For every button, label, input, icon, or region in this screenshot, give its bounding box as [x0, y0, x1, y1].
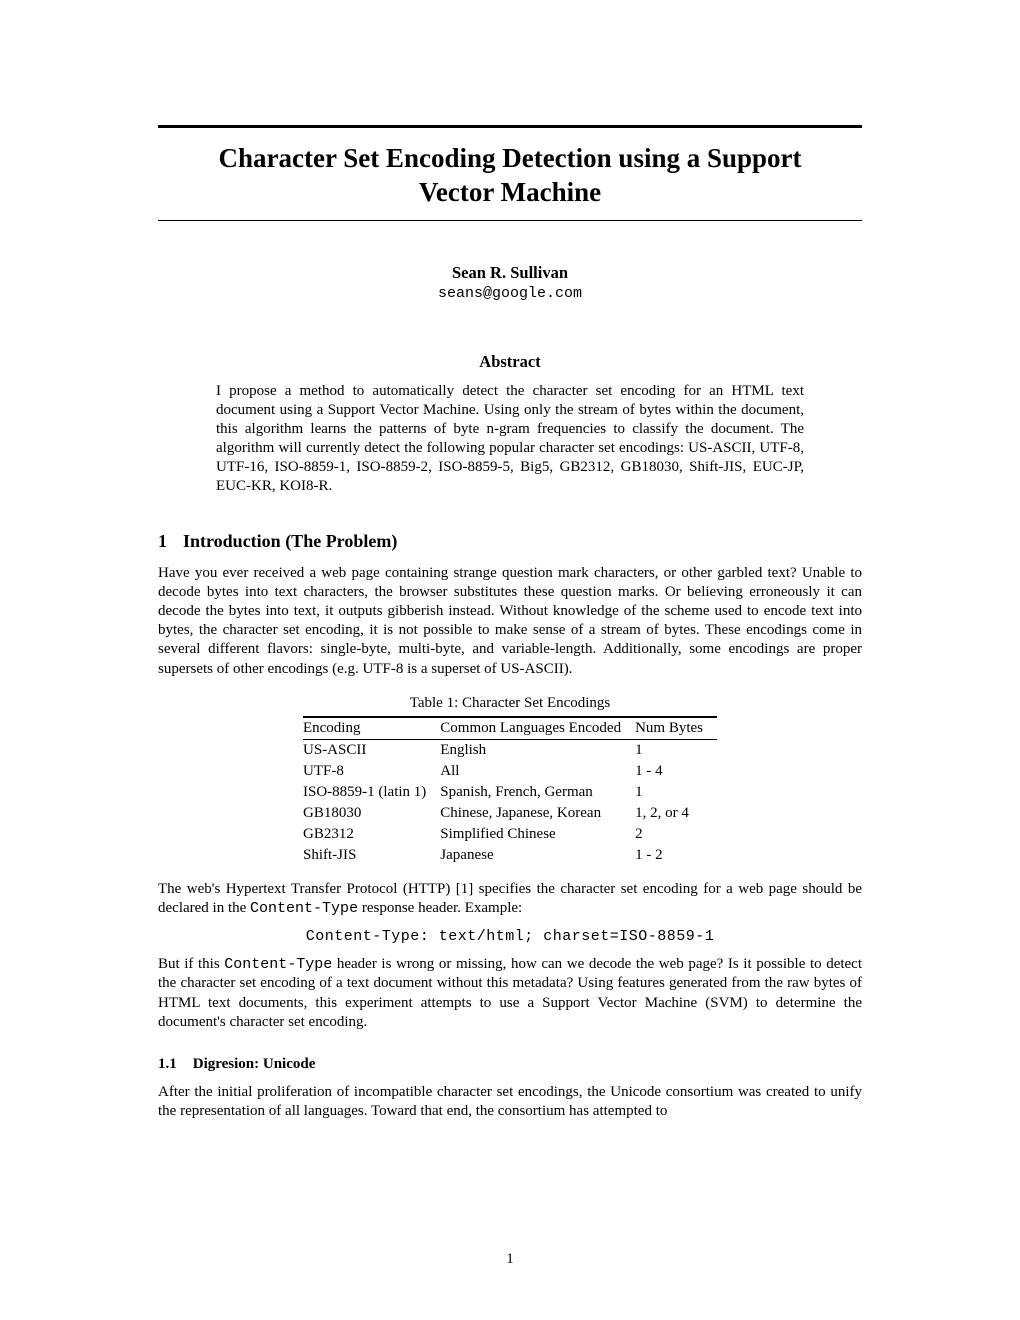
table-cell: Simplified Chinese [440, 824, 635, 845]
table-cell: 1 - 4 [635, 761, 717, 782]
table-cell: GB2312 [303, 824, 440, 845]
abstract-body: I propose a method to automatically dete… [216, 382, 804, 497]
table-cell: 1, 2, or 4 [635, 803, 717, 824]
table-1-header-2: Num Bytes [635, 717, 717, 740]
text-fragment: response header. Example: [358, 900, 522, 916]
table-row: UTF-8 All 1 - 4 [303, 761, 717, 782]
table-cell: US-ASCII [303, 739, 440, 761]
paper-title: Character Set Encoding Detection using a… [158, 142, 862, 210]
table-cell: Spanish, French, German [440, 782, 635, 803]
code-example: Content-Type: text/html; charset=ISO-885… [158, 928, 862, 945]
table-1: Encoding Common Languages Encoded Num By… [303, 716, 717, 866]
page-number: 1 [0, 1251, 1020, 1268]
section-1-number: 1 [158, 531, 167, 552]
table-row: GB18030 Chinese, Japanese, Korean 1, 2, … [303, 803, 717, 824]
table-1-header-0: Encoding [303, 717, 440, 740]
code-content-type: Content-Type [224, 956, 332, 973]
subsection-1-1-para-1: After the initial proliferation of incom… [158, 1083, 862, 1121]
table-cell: Chinese, Japanese, Korean [440, 803, 635, 824]
code-content-type: Content-Type [250, 900, 358, 917]
table-1-caption: Table 1: Character Set Encodings [158, 695, 862, 712]
author-name: Sean R. Sullivan [158, 263, 862, 283]
table-1-header-1: Common Languages Encoded [440, 717, 635, 740]
section-1-para-1: Have you ever received a web page contai… [158, 564, 862, 679]
author-email: seans@google.com [158, 285, 862, 302]
subsection-1-1-title: Digresion: Unicode [193, 1056, 316, 1072]
table-row: Shift-JIS Japanese 1 - 2 [303, 845, 717, 866]
section-1-heading: 1 Introduction (The Problem) [158, 531, 862, 552]
table-cell: 2 [635, 824, 717, 845]
table-cell: UTF-8 [303, 761, 440, 782]
text-fragment: But if this [158, 956, 224, 972]
table-cell: English [440, 739, 635, 761]
table-cell: 1 [635, 782, 717, 803]
table-cell: 1 [635, 739, 717, 761]
page: Character Set Encoding Detection using a… [0, 0, 1020, 1320]
section-1-title: Introduction (The Problem) [183, 531, 397, 551]
title-line-2: Vector Machine [419, 177, 601, 207]
title-rule-top [158, 125, 862, 128]
table-row: ISO-8859-1 (latin 1) Spanish, French, Ge… [303, 782, 717, 803]
table-row: GB2312 Simplified Chinese 2 [303, 824, 717, 845]
table-cell: Shift-JIS [303, 845, 440, 866]
subsection-1-1-heading: 1.1 Digresion: Unicode [158, 1056, 862, 1073]
table-cell: 1 - 2 [635, 845, 717, 866]
table-cell: Japanese [440, 845, 635, 866]
table-cell: All [440, 761, 635, 782]
abstract-heading: Abstract [158, 352, 862, 372]
subsection-1-1-number: 1.1 [158, 1056, 177, 1073]
title-line-1: Character Set Encoding Detection using a… [218, 143, 801, 173]
table-cell: ISO-8859-1 (latin 1) [303, 782, 440, 803]
table-row: US-ASCII English 1 [303, 739, 717, 761]
section-1-para-3: But if this Content-Type header is wrong… [158, 955, 862, 1032]
table-1-header-row: Encoding Common Languages Encoded Num By… [303, 717, 717, 740]
title-rule-bottom [158, 220, 862, 221]
table-cell: GB18030 [303, 803, 440, 824]
section-1-para-2: The web's Hypertext Transfer Protocol (H… [158, 880, 862, 918]
